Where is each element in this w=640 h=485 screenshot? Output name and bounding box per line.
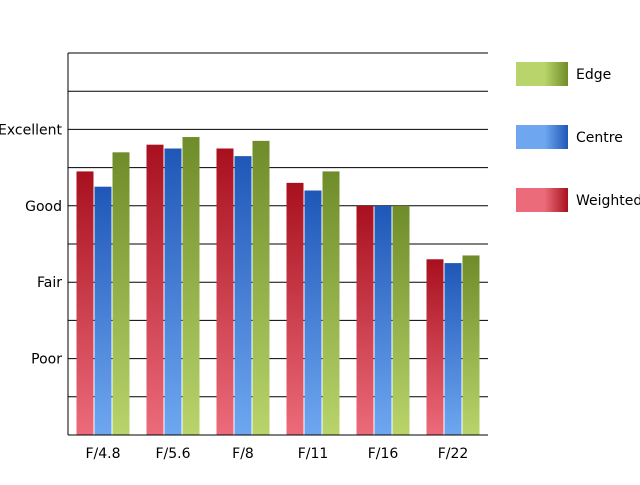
x-tick-label: F/22 [438,446,469,462]
bar-weighted-1 [146,144,164,435]
bar-centre-5 [444,263,462,435]
bar-weighted-5 [426,259,444,435]
y-tick-label: Excellent [0,122,63,138]
bar-edge-3 [322,171,340,436]
bar-edge-4 [392,205,410,435]
legend-swatch-weighted [516,188,568,212]
bar-centre-0 [94,186,112,435]
bar-edge-2 [252,140,270,436]
bar-weighted-0 [76,171,94,436]
y-tick-label: Fair [37,275,62,291]
axes: Poor Fair Good Excellent F/4.8 F/5.6 F/8 F/11 F/… [0,53,488,462]
legend-label-edge: Edge [576,67,611,83]
legend: Edge Centre Weighted [516,62,640,212]
legend-label-centre: Centre [576,130,623,146]
x-tick-label: F/5.6 [155,446,190,462]
legend-label-weighted: Weighted [576,193,640,209]
legend-swatch-centre [516,125,568,149]
x-tick-label: F/8 [232,446,254,462]
x-tick-label: F/16 [368,446,399,462]
bars [76,137,480,436]
bar-weighted-4 [356,205,374,435]
bar-weighted-3 [286,182,304,435]
bar-centre-2 [234,156,252,435]
y-tick-label: Poor [31,352,62,368]
bar-edge-0 [112,152,130,435]
x-tick-label: F/11 [298,446,329,462]
bar-edge-1 [182,137,200,436]
bar-centre-4 [374,205,392,435]
legend-swatch-edge [516,62,568,86]
bar-centre-1 [164,148,182,435]
bar-edge-5 [462,255,480,435]
gridlines [68,52,488,398]
bar-weighted-2 [216,148,234,435]
y-tick-label: Good [25,199,62,215]
x-tick-label: F/4.8 [85,446,120,462]
bar-centre-3 [304,190,322,435]
